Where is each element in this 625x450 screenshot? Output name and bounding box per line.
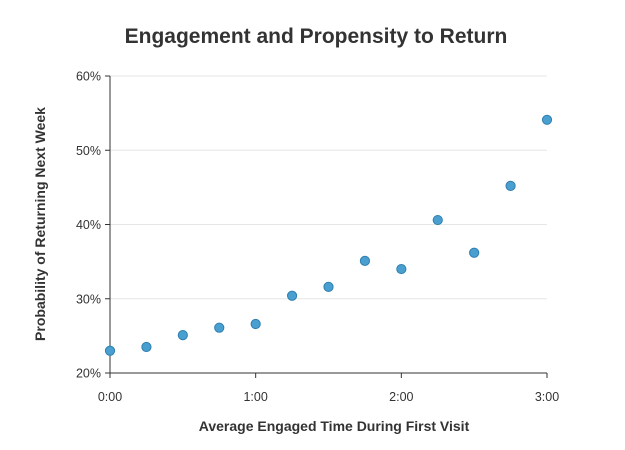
data-point [141, 341, 152, 353]
x-tick-label: 2:00 [389, 390, 413, 404]
y-tick-label: 50% [76, 144, 101, 158]
data-point [396, 263, 407, 275]
y-axis-label: Probability of Returning Next Week [32, 107, 48, 341]
x-axis-ticks: 0:00 1:00 2:00 3:00 [98, 373, 559, 404]
y-tick-label: 30% [76, 292, 101, 306]
x-tick-label: 0:00 [98, 390, 122, 404]
data-point [432, 214, 443, 226]
data-points [104, 114, 553, 356]
data-point [323, 281, 334, 292]
data-point [104, 345, 116, 356]
x-tick-label: 1:00 [243, 390, 267, 404]
grid-lines [110, 75, 547, 300]
y-tick-label: 40% [76, 218, 101, 232]
data-point [505, 180, 516, 191]
y-axis-ticks: 20% 30% 40% 50% 60% [76, 70, 110, 381]
y-tick-label: 20% [76, 367, 101, 381]
data-point [286, 290, 298, 301]
y-tick-label: 60% [76, 70, 101, 84]
x-axis-label: Average Engaged Time During First Visit [199, 418, 470, 434]
data-point [541, 114, 553, 125]
data-point [250, 318, 261, 330]
data-point [469, 247, 480, 258]
x-tick-label: 3:00 [535, 390, 559, 404]
data-point [359, 255, 371, 266]
data-point [214, 322, 225, 333]
chart-title: Engagement and Propensity to Return [125, 25, 508, 48]
data-point [177, 330, 188, 341]
